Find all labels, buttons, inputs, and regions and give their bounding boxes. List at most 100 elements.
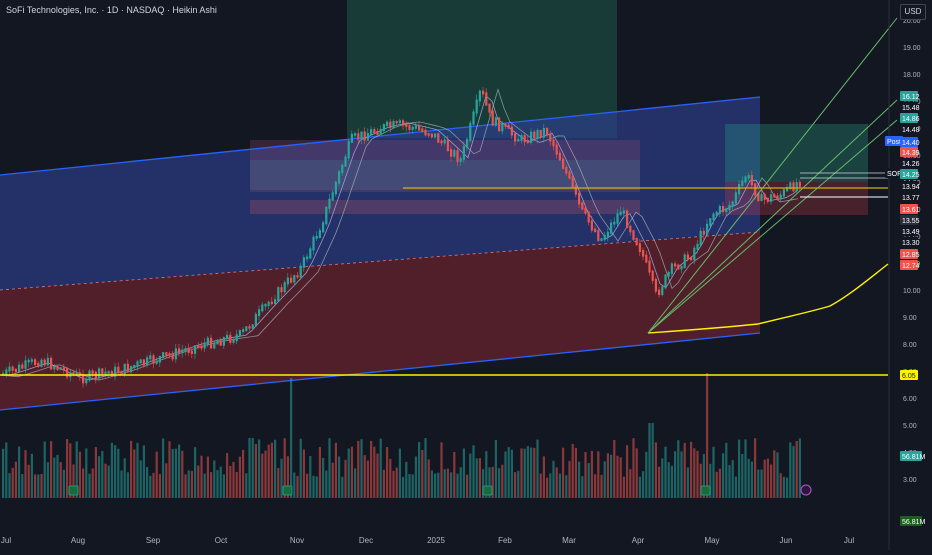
volume-bar bbox=[85, 448, 88, 498]
time-tick-label: Apr bbox=[632, 536, 645, 545]
candle bbox=[360, 131, 363, 140]
volume-bar bbox=[536, 439, 539, 498]
candle bbox=[146, 357, 149, 366]
candle bbox=[62, 367, 65, 371]
candle bbox=[642, 250, 645, 257]
volume-bar bbox=[408, 474, 411, 498]
volume-bar bbox=[437, 472, 440, 498]
volume-bar bbox=[690, 441, 693, 498]
volume-bar bbox=[117, 448, 120, 498]
volume-bar bbox=[782, 476, 785, 498]
candle bbox=[347, 140, 350, 159]
time-tick-label: Jul bbox=[1, 536, 11, 545]
volume-bar bbox=[696, 450, 699, 498]
candle bbox=[411, 126, 414, 130]
candle bbox=[200, 345, 203, 349]
candle bbox=[430, 133, 433, 138]
volume-bar bbox=[360, 439, 363, 498]
volume-bar bbox=[466, 474, 469, 498]
time-tick-label: Mar bbox=[562, 536, 576, 545]
volume-bar bbox=[501, 464, 504, 498]
volume-bar bbox=[475, 458, 478, 498]
price-tick-label: 9.00 bbox=[903, 315, 917, 322]
candle bbox=[98, 368, 101, 379]
volume-bar bbox=[453, 451, 456, 498]
volume-bar bbox=[472, 445, 475, 498]
candle bbox=[491, 110, 494, 126]
candle bbox=[440, 140, 443, 144]
candle bbox=[414, 125, 417, 129]
volume-bar bbox=[91, 468, 94, 498]
volume-bar bbox=[229, 465, 232, 498]
volume-bar bbox=[414, 456, 417, 498]
candle bbox=[574, 185, 577, 195]
volume-bar bbox=[709, 463, 712, 498]
volume-bar bbox=[78, 451, 81, 498]
volume-bar bbox=[75, 441, 78, 498]
candle bbox=[587, 211, 590, 223]
currency-button[interactable]: USD bbox=[900, 4, 926, 20]
volume-bar bbox=[766, 458, 769, 498]
candle bbox=[354, 133, 357, 136]
price-label-text: 56.81M bbox=[902, 519, 926, 526]
candle bbox=[37, 362, 40, 367]
volume-bar bbox=[286, 456, 289, 498]
candle bbox=[504, 123, 507, 127]
volume-bar bbox=[280, 458, 283, 498]
event-marker-icon[interactable] bbox=[800, 484, 812, 496]
volume-bar bbox=[440, 442, 443, 498]
volume-bar bbox=[392, 470, 395, 498]
volume-bar bbox=[706, 373, 709, 498]
volume-bar bbox=[523, 448, 526, 498]
volume-bar bbox=[258, 439, 261, 498]
price-label-bg bbox=[900, 147, 918, 157]
price-label-text: 14.86 bbox=[902, 116, 920, 123]
price-label: 14.25 bbox=[900, 169, 920, 179]
candle bbox=[222, 337, 225, 346]
price-label-bg bbox=[885, 168, 903, 178]
volume-bar bbox=[552, 460, 555, 498]
candle bbox=[494, 117, 497, 126]
candle bbox=[341, 164, 344, 174]
volume-bar bbox=[776, 452, 779, 498]
channel-mid-line bbox=[0, 231, 761, 291]
candle bbox=[699, 230, 702, 246]
price-label-bg bbox=[900, 192, 918, 202]
earnings-marker-4[interactable] bbox=[700, 485, 711, 496]
volume-bar bbox=[235, 471, 238, 498]
volume-bar bbox=[693, 448, 696, 498]
candle bbox=[21, 364, 24, 369]
earnings-marker-1[interactable] bbox=[68, 485, 79, 496]
candle bbox=[482, 90, 485, 95]
volume-bar bbox=[245, 473, 248, 498]
volume-bar bbox=[59, 462, 62, 498]
volume-bar bbox=[482, 469, 485, 498]
candle bbox=[427, 133, 430, 136]
volume-bar bbox=[216, 470, 219, 498]
volume-bar bbox=[130, 440, 133, 498]
volume-bar bbox=[562, 447, 565, 498]
volume-bar bbox=[312, 475, 315, 498]
candle bbox=[734, 192, 737, 204]
volume-bar bbox=[34, 474, 37, 498]
volume-bar bbox=[56, 454, 59, 498]
candle bbox=[184, 348, 187, 352]
candle bbox=[501, 123, 504, 132]
earnings-marker-3[interactable] bbox=[482, 485, 493, 496]
candle bbox=[459, 157, 462, 162]
volume-bar bbox=[155, 451, 158, 498]
candle bbox=[718, 206, 721, 214]
price-label: 14.40 bbox=[900, 137, 920, 147]
time-axis[interactable]: Jul Aug Sep Oct Nov Dec 2025 Feb Mar Apr May Jun Jul bbox=[1, 536, 854, 545]
candle bbox=[235, 334, 238, 342]
earnings-marker-2[interactable] bbox=[282, 485, 293, 496]
candle bbox=[498, 117, 501, 132]
candle bbox=[664, 274, 667, 289]
volume-bar bbox=[242, 449, 245, 498]
volume-bar bbox=[219, 466, 222, 498]
candle bbox=[299, 265, 302, 278]
volume-bar bbox=[309, 455, 312, 498]
candle bbox=[469, 122, 472, 141]
